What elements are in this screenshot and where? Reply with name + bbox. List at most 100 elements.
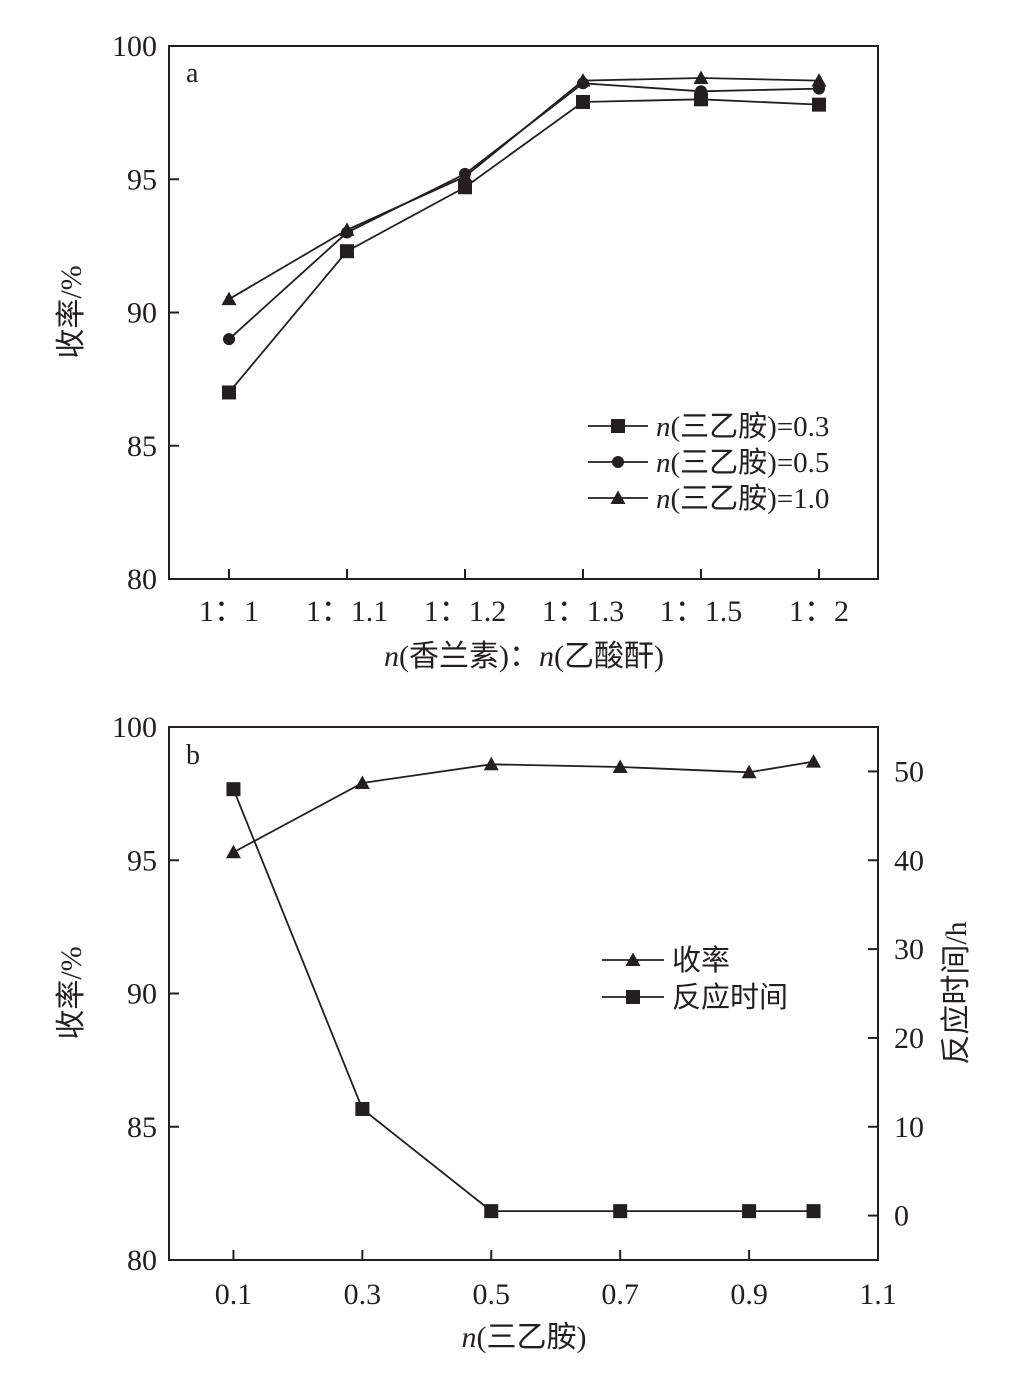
- panel-b-point-triangle: [806, 754, 822, 768]
- panel-b-point-square: [226, 782, 241, 797]
- panel-b-series-line: [232, 788, 814, 1213]
- panel-b-x-title-part: (三乙胺): [477, 1321, 587, 1354]
- panel-b-y2-tick-label: 50: [894, 755, 924, 788]
- panel-b-y2-tick-label: 40: [894, 844, 924, 877]
- panel-a-point-triangle: [811, 73, 827, 87]
- panel-a-series-line: [228, 98, 820, 394]
- panel-b-x-tick-label: 0.3: [344, 1278, 382, 1311]
- panel-b-legend-label: 反应时间: [672, 981, 788, 1014]
- panel-a-legend-marker-triangle: [610, 490, 626, 504]
- panel-a-x-axis-title: n(香兰素)：n(乙酸酐): [384, 640, 664, 673]
- panel-a-legend-item: n(三乙胺)=0.5: [588, 446, 829, 479]
- panel-b-point-triangle: [741, 764, 757, 779]
- panel-b-legend-item: 收率: [602, 944, 730, 977]
- panel-a-x-tick-label: 1：2: [789, 595, 849, 628]
- panel-a-legend-label: n(三乙胺)=0.5: [656, 446, 829, 479]
- legend-var: n: [656, 447, 671, 479]
- panel-b-x-axis: 0.1 0.3 0.5 0.7 0.9 1.1: [215, 1250, 897, 1311]
- panel-a-legend-marker-circle: [612, 456, 624, 468]
- panel-b-point-square: [355, 1101, 370, 1116]
- panel-a-legend-item: n(三乙胺)=0.3: [588, 410, 829, 443]
- panel-a-x-axis: 1：1 1：1.1 1：1.2 1：1.3 1：1.5 1：2: [199, 569, 849, 628]
- panel-b-y-tick-label: 85: [127, 1111, 157, 1144]
- panel-a-x-tick-label: 1：1.2: [424, 595, 507, 628]
- panel-b-y2-tick-label: 20: [894, 1022, 924, 1055]
- panel-a-x-title-part2: (乙酸酐): [554, 640, 664, 673]
- panel-a-legend-marker-square: [611, 419, 625, 433]
- panel-a-x-title-var1: n: [384, 640, 399, 673]
- panel-a-plot-area: [221, 70, 827, 400]
- panel-b-y2-tick-label: 10: [894, 1111, 924, 1144]
- legend-var: n: [656, 483, 671, 515]
- panel-b-y-tick-label: 90: [127, 978, 157, 1011]
- panel-a-letter: a: [186, 58, 199, 89]
- panel-b-legend-marker-triangle: [625, 952, 641, 966]
- panel-b-legend-marker-square: [626, 990, 640, 1004]
- panel-a-point-triangle: [339, 222, 355, 236]
- panel-b-plot-area: [225, 754, 822, 1219]
- panel-b-y-tick-label: 100: [112, 711, 157, 744]
- panel-b-legend-item: 反应时间: [602, 981, 788, 1014]
- panel-b-series-line: [233, 760, 814, 854]
- panel-a-y-axis-title: 收率/%: [55, 265, 88, 358]
- panel-a-point-triangle: [457, 169, 473, 183]
- legend-var: n: [656, 411, 671, 443]
- panel-b-y-axis-title: 收率/%: [55, 946, 88, 1039]
- panel-b-letter: b: [186, 740, 200, 771]
- panel-b-point-square: [742, 1204, 757, 1219]
- panel-a-x-tick-label: 1：1.5: [660, 595, 743, 628]
- panel-b-x-tick-label: 0.9: [730, 1278, 768, 1311]
- panel-a-legend-item: n(三乙胺)=1.0: [588, 482, 829, 515]
- panel-a-legend-label: n(三乙胺)=0.3: [656, 410, 829, 443]
- panel-a-y-tick-label: 90: [127, 297, 157, 330]
- panel-b-x-tick-label: 0.5: [473, 1278, 511, 1311]
- panel-b-point-square: [613, 1204, 628, 1219]
- panel-a-y-tick-label: 100: [112, 30, 157, 63]
- panel-a-y-tick-label: 95: [127, 163, 157, 196]
- panel-a-point-circle: [695, 85, 707, 98]
- panel-a: a 80 85 90 95 100 1：1 1：1.1 1：1.2 1：1.3 1：1.5 1：2…: [55, 30, 879, 673]
- panel-b-y2-tick-label: 30: [894, 933, 924, 966]
- panel-b-y2-axis-title: 反应时间/h: [940, 921, 973, 1064]
- panel-a-point-square: [222, 385, 236, 400]
- panel-b-x-tick-label: 1.1: [859, 1278, 897, 1311]
- panel-a-x-tick-label: 1：1.3: [542, 595, 625, 628]
- panel-b-point-triangle: [612, 759, 628, 773]
- panel-a-point-square: [812, 97, 826, 112]
- legend-text-rest: (三乙胺)=1.0: [671, 482, 830, 515]
- panel-b-y-axis: 80 85 90 95 100: [112, 711, 179, 1277]
- panel-a-point-square: [458, 180, 472, 195]
- panel-a-legend-label: n(三乙胺)=1.0: [656, 482, 829, 515]
- panel-a-x-tick-label: 1：1: [199, 595, 259, 628]
- panel-a-series-line: [228, 77, 820, 300]
- panel-a-x-tick-label: 1：1.1: [306, 595, 389, 628]
- panel-a-point-triangle: [693, 70, 709, 84]
- panel-a-x-title-var2: n: [539, 640, 554, 673]
- panel-a-y-tick-label: 80: [127, 563, 157, 596]
- panel-a-point-triangle: [221, 291, 237, 306]
- panel-b-y-tick-label: 80: [127, 1244, 157, 1277]
- panel-a-legend: n(三乙胺)=0.3n(三乙胺)=0.5n(三乙胺)=1.0: [588, 410, 829, 515]
- panel-b-x-axis-title: n(三乙胺): [462, 1321, 587, 1354]
- panel-a-x-title-part1: (香兰素)：: [399, 640, 539, 673]
- panel-a-point-circle: [223, 333, 235, 346]
- panel-a-point-square: [340, 244, 354, 259]
- panel-b-legend-label: 收率: [672, 944, 730, 977]
- panel-a-y-tick-label: 85: [127, 430, 157, 463]
- panel-b-y2-axis: 0 10 20 30 40 50: [868, 755, 924, 1233]
- panel-a-series-line: [228, 82, 820, 340]
- panel-b-point-triangle: [354, 775, 370, 789]
- panel-a-point-triangle: [575, 73, 591, 87]
- panel-b-x-tick-label: 0.1: [215, 1278, 253, 1311]
- panel-b-x-tick-label: 0.7: [601, 1278, 639, 1311]
- panel-b-y2-tick-label: 0: [894, 1200, 909, 1233]
- panel-b-y-tick-label: 95: [127, 844, 157, 877]
- panel-b-point-triangle: [483, 756, 499, 771]
- panel-b-point-triangle: [225, 844, 241, 859]
- legend-text-rest: (三乙胺)=0.3: [671, 410, 830, 443]
- legend-text-rest: (三乙胺)=0.5: [671, 446, 830, 479]
- panel-b-point-square: [484, 1204, 499, 1219]
